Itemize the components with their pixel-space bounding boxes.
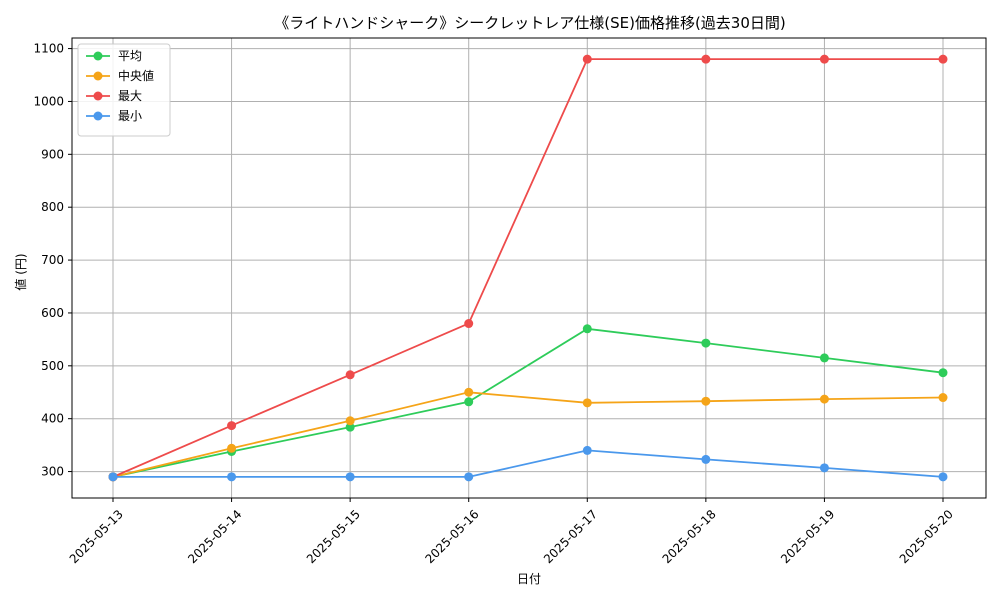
data-point [938,393,948,403]
series-line [112,327,944,478]
x-tick-label: 2025-05-16 [422,507,481,566]
x-tick-label: 2025-05-17 [541,507,600,566]
data-point [582,445,592,455]
x-tick-label: 2025-05-13 [67,507,126,566]
x-tick-label: 2025-05-15 [304,507,363,566]
y-tick-label: 400 [41,412,64,426]
data-point [582,398,592,408]
legend-marker [93,71,103,81]
data-point [701,396,711,406]
plot-frame [71,37,987,499]
chart-title: 《ライトハンドシャーク》シークレットレア仕様(SE)価格推移(過去30日間) [274,14,786,32]
axis-ticks: 2025-05-13 2025-05-14 2025-05-15 2025-05-16… [33,42,955,567]
data-point [345,416,355,426]
data-point [227,421,237,431]
data-point [819,353,829,363]
y-tick-label: 500 [41,359,64,373]
legend-item: 平均 [86,49,142,63]
legend-item: 最小 [86,109,142,123]
series-3 [108,54,948,482]
data-point [227,443,237,453]
data-point [464,387,474,397]
y-tick-label: 300 [41,465,64,479]
legend-label: 最小 [118,109,142,123]
legend-marker [93,91,103,101]
x-tick-label: 2025-05-14 [185,507,244,566]
grid [72,38,986,498]
data-point [701,454,711,464]
data-point [108,472,118,482]
data-point [582,54,592,64]
data-point [464,472,474,482]
data-point [701,54,711,64]
y-tick-label: 600 [41,306,64,320]
data-point [345,422,355,432]
series-1 [108,324,948,482]
series-4 [108,445,948,482]
x-tick-label: 2025-05-20 [897,507,956,566]
data-point [345,370,355,380]
series-line [113,449,944,478]
y-tick-label: 1000 [33,94,64,108]
x-tick-label: 2025-05-18 [660,507,719,566]
data-point [701,338,711,348]
y-tick-label: 800 [41,200,64,214]
data-point [938,54,948,64]
data-point [938,472,948,482]
data-point [345,472,355,482]
data-point [582,324,592,334]
y-tick-label: 700 [41,253,64,267]
data-point [819,54,829,64]
data-point [819,394,829,404]
legend-label: 中央値 [118,68,154,83]
data-point [464,397,474,407]
data-point [464,319,474,329]
data-point [227,472,237,482]
x-tick-label: 2025-05-19 [778,507,837,566]
legend-label: 最大 [118,89,142,103]
series-line [112,391,944,478]
legend-item: 中央値 [86,68,154,83]
x-axis-label: 日付 [517,572,541,586]
legend-marker [93,111,103,121]
series [108,54,948,482]
legend-label: 平均 [118,49,142,63]
y-tick-label: 900 [41,147,64,161]
legend-item: 最大 [86,89,142,103]
y-tick-label: 1100 [33,42,64,56]
series-line [112,58,943,478]
data-point [938,368,948,378]
y-axis-label: 値 (円) [13,253,28,290]
legend-marker [93,51,103,61]
data-point [819,463,829,473]
